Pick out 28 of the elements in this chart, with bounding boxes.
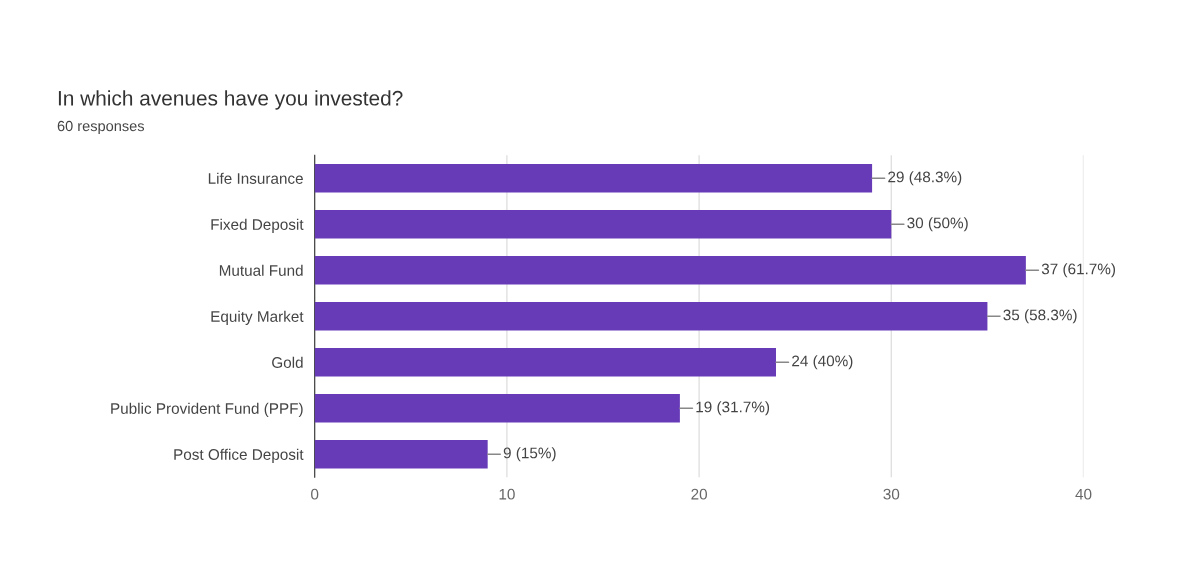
data-label: 37 (61.7%) — [1041, 263, 1116, 278]
y-tick-label: Post Office Deposit — [174, 448, 304, 463]
data-label: 30 (50%) — [907, 217, 968, 232]
y-tick-label: Public Provident Fund (PPF) — [111, 402, 303, 417]
x-tick-label: 40 — [1075, 488, 1092, 500]
data-label: 24 (40%) — [792, 355, 853, 370]
bar — [314, 347, 776, 377]
data-label: 9 (15%) — [503, 447, 556, 462]
bar — [314, 393, 680, 423]
bar — [314, 209, 892, 239]
y-tick-label: Life Insurance — [208, 172, 303, 184]
text: 60 responses — [57, 120, 145, 135]
chart-title: In which avenues have you invested? — [58, 90, 403, 110]
x-tick-label: 20 — [691, 488, 708, 500]
data-label: 29 (48.3%) — [888, 171, 962, 186]
bar — [314, 255, 1026, 285]
bar — [314, 439, 488, 469]
y-tick-label: Mutual Fund — [219, 264, 303, 276]
y-tick-label: Gold — [272, 356, 303, 368]
data-label: 35 (58.3%) — [1003, 309, 1077, 324]
data-label: 19 (31.7%) — [696, 401, 770, 416]
bar — [314, 163, 873, 193]
y-tick-label: Equity Market — [211, 310, 304, 325]
x-tick-label: 0 — [311, 488, 319, 500]
y-tick-label: Fixed Deposit — [211, 218, 304, 233]
x-tick-label: 10 — [499, 488, 515, 500]
bar — [314, 301, 988, 331]
x-tick-label: 30 — [883, 488, 900, 500]
